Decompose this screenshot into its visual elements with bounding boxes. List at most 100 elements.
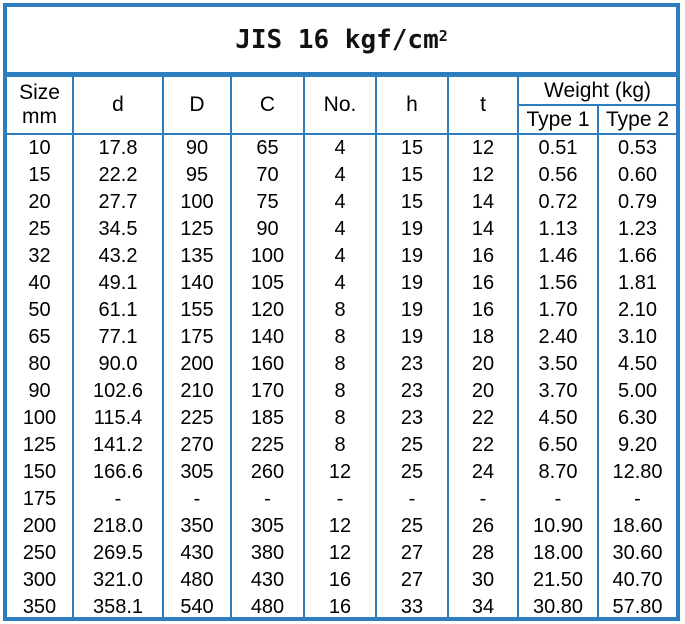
cell-weight-type2: 1.23	[596, 216, 677, 243]
table-row: 90 102.6 210 170 8 23 20 3.70 5.00	[7, 378, 677, 405]
cell-size: 80	[7, 351, 74, 378]
cell-h: 19	[375, 270, 449, 297]
table-row: 80 90.0 200 160 8 23 20 3.50 4.50	[7, 351, 677, 378]
cell-d-small: 22.2	[72, 162, 164, 189]
cell-h: 23	[375, 378, 449, 405]
cell-d-large: 200	[162, 351, 232, 378]
table-row: 200 218.0 350 305 12 25 26 10.90 18.60	[7, 513, 677, 540]
header-d-small: d	[72, 75, 164, 135]
cell-d-small: 115.4	[72, 405, 164, 432]
cell-c: 160	[230, 351, 305, 378]
cell-d-small: 166.6	[72, 459, 164, 486]
cell-weight-type1: 0.72	[517, 189, 599, 216]
table-row: 15 22.2 95 70 4 15 12 0.56 0.60	[7, 162, 677, 189]
cell-d-small: 77.1	[72, 324, 164, 351]
cell-size: 32	[7, 243, 74, 270]
cell-c: 170	[230, 378, 305, 405]
header-size: Size mm	[7, 75, 74, 135]
cell-no: 4	[303, 243, 377, 270]
cell-weight-type2: 2.10	[596, 297, 677, 324]
cell-t: 14	[447, 216, 519, 243]
cell-weight-type2: 18.60	[596, 513, 677, 540]
cell-weight-type2: 9.20	[596, 432, 677, 459]
cell-size: 200	[7, 513, 74, 540]
cell-no: -	[303, 486, 377, 513]
cell-d-small: 269.5	[72, 540, 164, 567]
cell-c: 225	[230, 432, 305, 459]
cell-no: 12	[303, 459, 377, 486]
cell-weight-type1: 3.50	[517, 351, 599, 378]
cell-c: 260	[230, 459, 305, 486]
cell-t: 24	[447, 459, 519, 486]
cell-h: 25	[375, 513, 449, 540]
cell-c: 380	[230, 540, 305, 567]
cell-size: 175	[7, 486, 74, 513]
cell-d-small: 17.8	[72, 134, 164, 162]
header-type1: Type 1	[517, 104, 599, 135]
cell-t: 16	[447, 243, 519, 270]
cell-weight-type1: -	[517, 486, 599, 513]
cell-no: 16	[303, 594, 377, 621]
cell-h: 19	[375, 216, 449, 243]
cell-c: 305	[230, 513, 305, 540]
cell-weight-type1: 1.46	[517, 243, 599, 270]
cell-h: -	[375, 486, 449, 513]
cell-t: 16	[447, 297, 519, 324]
cell-d-large: 480	[162, 567, 232, 594]
header-c: C	[230, 75, 305, 135]
cell-d-large: 430	[162, 540, 232, 567]
cell-weight-type2: 4.50	[596, 351, 677, 378]
cell-weight-type2: 30.60	[596, 540, 677, 567]
cell-size: 350	[7, 594, 74, 621]
cell-weight-type2: 3.10	[596, 324, 677, 351]
cell-weight-type1: 21.50	[517, 567, 599, 594]
table-row: 50 61.1 155 120 8 19 16 1.70 2.10	[7, 297, 677, 324]
cell-weight-type2: 57.80	[596, 594, 677, 621]
cell-size: 300	[7, 567, 74, 594]
cell-t: 28	[447, 540, 519, 567]
cell-c: 90	[230, 216, 305, 243]
cell-weight-type2: 40.70	[596, 567, 677, 594]
cell-c: 120	[230, 297, 305, 324]
cell-no: 4	[303, 162, 377, 189]
cell-weight-type1: 4.50	[517, 405, 599, 432]
cell-weight-type1: 1.13	[517, 216, 599, 243]
cell-no: 8	[303, 324, 377, 351]
cell-d-small: -	[72, 486, 164, 513]
header-t: t	[447, 75, 519, 135]
cell-d-small: 141.2	[72, 432, 164, 459]
table-row: 20 27.7 100 75 4 15 14 0.72 0.79	[7, 189, 677, 216]
header-weight: Weight (kg)	[516, 75, 677, 106]
header-d-large: D	[162, 75, 232, 135]
cell-no: 4	[303, 216, 377, 243]
cell-no: 8	[303, 378, 377, 405]
cell-h: 27	[375, 540, 449, 567]
cell-c: 480	[230, 594, 305, 621]
cell-c: 105	[230, 270, 305, 297]
cell-c: 430	[230, 567, 305, 594]
cell-d-small: 34.5	[72, 216, 164, 243]
header-size-label: Size	[19, 81, 60, 104]
table-row: 10 17.8 90 65 4 15 12 0.51 0.53	[7, 134, 677, 162]
cell-weight-type1: 18.00	[517, 540, 599, 567]
cell-c: 75	[230, 189, 305, 216]
cell-d-small: 43.2	[72, 243, 164, 270]
cell-weight-type2: 0.60	[596, 162, 677, 189]
cell-t: 20	[447, 378, 519, 405]
cell-size: 50	[7, 297, 74, 324]
cell-no: 4	[303, 270, 377, 297]
cell-h: 33	[375, 594, 449, 621]
title-text: JIS 16 kgf/cm	[235, 24, 439, 55]
cell-d-large: 100	[162, 189, 232, 216]
cell-size: 150	[7, 459, 74, 486]
cell-d-large: 125	[162, 216, 232, 243]
table-row: 125 141.2 270 225 8 25 22 6.50 9.20	[7, 432, 677, 459]
table-row: 175 - - - - - - - -	[7, 486, 677, 513]
cell-h: 19	[375, 243, 449, 270]
cell-no: 8	[303, 297, 377, 324]
cell-h: 27	[375, 567, 449, 594]
cell-no: 8	[303, 351, 377, 378]
cell-no: 4	[303, 189, 377, 216]
header-type2: Type 2	[596, 104, 677, 135]
cell-c: 70	[230, 162, 305, 189]
